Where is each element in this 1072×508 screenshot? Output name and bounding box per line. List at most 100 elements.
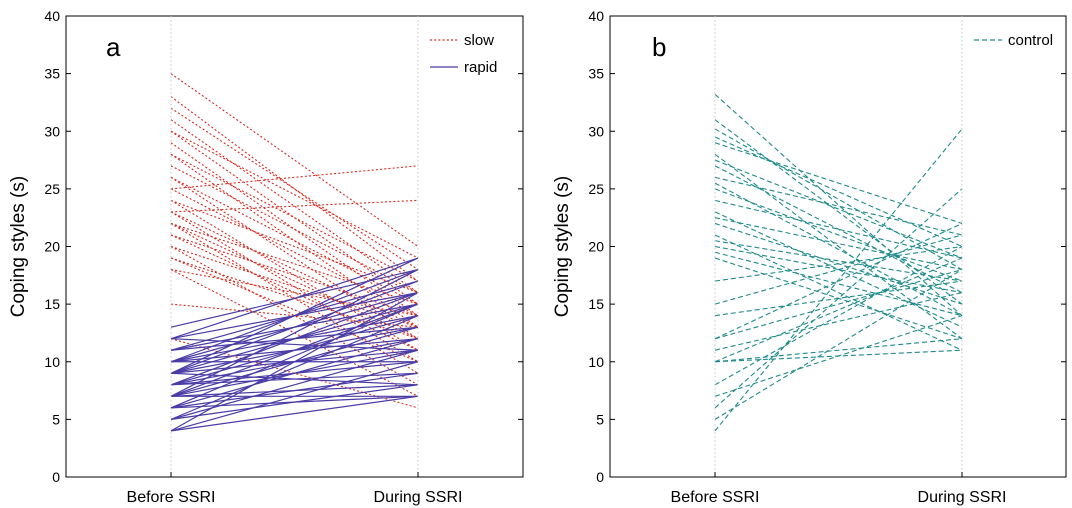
subject-line-slow [170, 96, 419, 282]
panel-a: 0 5 10 15 20 25 30 35 40 Before SSRI During SSRI… [8, 8, 524, 506]
subject-line-rapid [170, 349, 419, 420]
subject-line-control [714, 234, 963, 351]
y-tick-label: 15 [588, 296, 604, 312]
subject-line-control [714, 142, 963, 224]
subject-line-rapid [170, 280, 419, 374]
subject-line-control [714, 257, 963, 363]
subject-line-rapid [170, 395, 419, 432]
subject-line-slow [170, 257, 419, 340]
x-axis-ticks: Before SSRI During SSRI [671, 472, 1007, 506]
subject-line-rapid [170, 292, 419, 386]
y-tick-label: 35 [44, 66, 60, 82]
subject-line-slow [170, 176, 419, 340]
subject-line-slow [170, 176, 419, 305]
subject-line-control [714, 199, 963, 259]
subject-line-control [714, 315, 963, 397]
panel-label: a [106, 32, 121, 62]
legend-entry-rapid: rapid [430, 59, 497, 76]
subject-line-rapid [170, 315, 419, 420]
subject-line-slow [170, 199, 419, 351]
subject-line-slow [170, 165, 419, 190]
subject-line-rapid [170, 338, 419, 409]
subject-line-rapid [170, 303, 419, 409]
subject-line-control [714, 269, 963, 340]
subject-line-control [714, 338, 963, 363]
subject-line-control [714, 280, 963, 317]
subject-line-control [714, 188, 963, 282]
subject-line-slow [170, 245, 419, 328]
subject-line-slow [170, 222, 419, 305]
subject-line-control [714, 159, 963, 259]
legend-entry-slow: slow [430, 32, 494, 49]
legend: slow rapid [430, 32, 497, 76]
subject-line-control [714, 292, 963, 351]
x-tick-label-before: Before SSRI [127, 489, 216, 506]
y-tick-label: 10 [588, 354, 604, 370]
subject-line-slow [170, 188, 419, 317]
x-tick-label-before: Before SSRI [671, 489, 760, 506]
subject-line-rapid [170, 384, 419, 420]
subject-line-rapid [170, 338, 419, 351]
subject-line-control [714, 136, 963, 248]
subject-line-slow [170, 107, 419, 271]
y-axis-label: Coping styles (s) [552, 176, 573, 318]
y-axis-ticks: 0 5 10 15 20 25 30 35 40 [588, 8, 1066, 485]
y-tick-label: 30 [588, 123, 604, 139]
y-tick-label: 10 [44, 354, 60, 370]
subject-line-control [714, 176, 963, 236]
subject-line-rapid [170, 257, 419, 340]
panel-b: 0 5 10 15 20 25 30 35 40 Before SSRI During SSRI… [552, 8, 1067, 506]
subject-line-control [714, 269, 963, 420]
y-tick-label: 20 [44, 239, 60, 255]
subject-line-rapid [170, 257, 419, 374]
y-tick-label: 40 [44, 8, 60, 24]
subject-line-control [714, 93, 963, 317]
y-tick-label: 5 [596, 411, 604, 427]
series-control [714, 93, 963, 432]
subject-line-control [714, 217, 963, 271]
y-axis-label: Coping styles (s) [8, 176, 29, 318]
subject-line-slow [170, 234, 419, 317]
subject-line-control [714, 128, 963, 432]
y-tick-label: 15 [44, 296, 60, 312]
y-tick-label: 35 [588, 66, 604, 82]
legend: control [974, 32, 1053, 49]
y-tick-label: 0 [52, 469, 60, 485]
y-tick-label: 20 [588, 239, 604, 255]
subject-line-rapid [170, 303, 419, 397]
subject-line-rapid [170, 361, 419, 432]
subject-line-rapid [170, 269, 419, 397]
subject-line-slow [170, 153, 419, 282]
subject-line-control [714, 182, 963, 317]
subject-line-slow [170, 165, 419, 294]
series-lines [170, 73, 419, 432]
subject-line-slow [170, 73, 419, 247]
legend-label-slow: slow [464, 32, 494, 49]
y-tick-label: 25 [588, 181, 604, 197]
subject-line-control [714, 119, 963, 305]
legend-label-rapid: rapid [464, 59, 497, 76]
x-tick-label-during: During SSRI [374, 489, 463, 506]
subject-line-control [714, 246, 963, 386]
y-tick-label: 40 [588, 8, 604, 24]
series-lines [714, 93, 963, 432]
subject-line-slow [170, 130, 419, 259]
y-axis-ticks: 0 5 10 15 20 25 30 35 40 [44, 8, 523, 485]
y-tick-label: 5 [52, 411, 60, 427]
subject-line-slow [170, 199, 419, 213]
subject-line-rapid [170, 292, 419, 432]
subject-line-control [714, 188, 963, 409]
series-rapid [170, 257, 419, 432]
subject-line-control [714, 245, 963, 294]
subject-line-control [714, 128, 963, 271]
subject-line-control [714, 251, 963, 317]
panel-label: b [652, 32, 666, 62]
y-tick-label: 30 [44, 123, 60, 139]
subject-line-control [714, 165, 963, 294]
subject-line-slow [170, 257, 419, 363]
y-tick-label: 0 [596, 469, 604, 485]
subject-line-control [714, 245, 963, 282]
x-tick-label-during: During SSRI [918, 489, 1007, 506]
y-tick-label: 25 [44, 181, 60, 197]
